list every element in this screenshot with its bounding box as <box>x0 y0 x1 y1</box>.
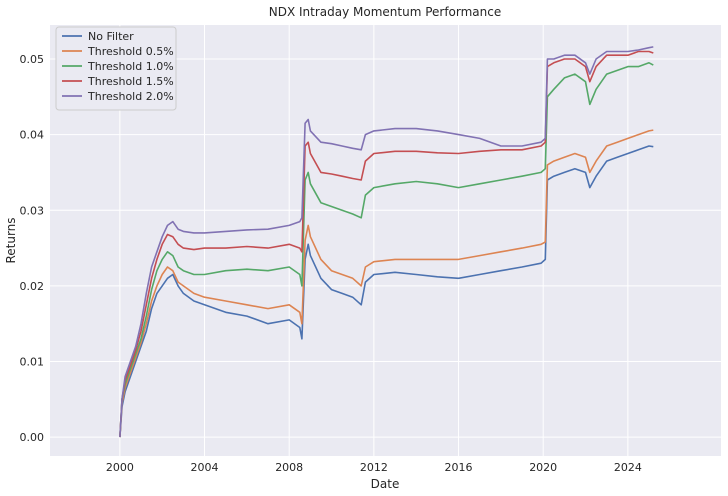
y-tick-label: 0.03 <box>20 204 45 217</box>
y-tick-label: 0.01 <box>20 355 45 368</box>
series-line-4 <box>119 50 654 438</box>
grid-lines <box>50 25 721 456</box>
x-tick-label: 2004 <box>191 461 219 474</box>
tick-labels: 2000 2004 2008 2012 2016 2020 2024 0.00 0.01 0.02… <box>20 53 642 474</box>
x-tick-label: 2012 <box>360 461 388 474</box>
legend-label: Threshold 0.5% <box>87 45 174 58</box>
x-axis-label: Date <box>371 477 400 491</box>
chart-title: NDX Intraday Momentum Performance <box>269 5 502 19</box>
y-tick-label: 0.05 <box>20 53 45 66</box>
legend: No Filter Threshold 0.5% Threshold 1.0% Thr… <box>55 26 177 111</box>
y-tick-label: 0.02 <box>20 280 45 293</box>
x-tick-label: 2020 <box>529 461 557 474</box>
legend-label: Threshold 1.0% <box>87 60 174 73</box>
legend-box <box>55 26 177 111</box>
x-tick-label: 2016 <box>445 461 473 474</box>
legend-label: No Filter <box>88 30 134 43</box>
series-line-1 <box>119 145 654 438</box>
y-tick-label: 0.00 <box>20 431 45 444</box>
series-line-3 <box>119 61 654 438</box>
y-axis-label: Returns <box>4 217 18 263</box>
x-tick-label: 2000 <box>106 461 134 474</box>
x-tick-label: 2024 <box>614 461 642 474</box>
series-lines <box>119 46 654 438</box>
legend-label: Threshold 2.0% <box>87 90 174 103</box>
legend-label: Threshold 1.5% <box>87 75 174 88</box>
series-line-5 <box>119 46 654 438</box>
x-tick-label: 2008 <box>275 461 303 474</box>
series-line-2 <box>119 129 654 438</box>
y-tick-label: 0.04 <box>20 129 45 142</box>
